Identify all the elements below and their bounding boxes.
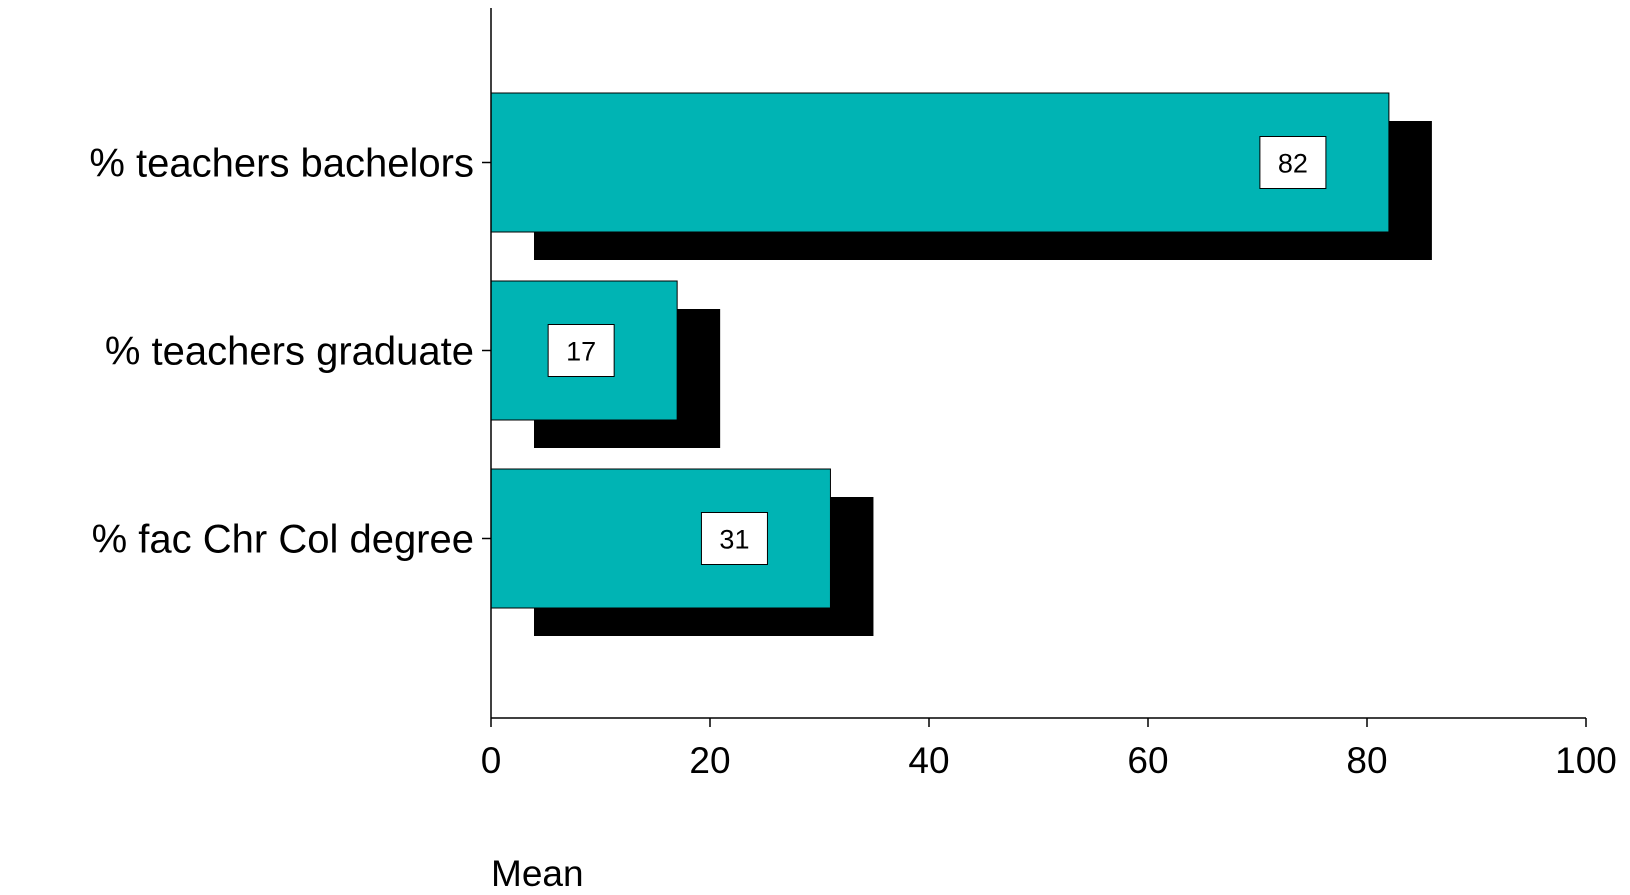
- bar: [490, 280, 678, 421]
- category-labels: % teachers bachelors % teachers graduate%…: [89, 142, 474, 562]
- bar: [490, 92, 1390, 233]
- data-label-box: [1259, 136, 1327, 189]
- x-tick-label: 20: [689, 740, 730, 781]
- x-tick-label: 100: [1555, 740, 1617, 781]
- x-tick-label: 60: [1127, 740, 1168, 781]
- data-label: 82: [1278, 149, 1308, 179]
- data-label: 31: [719, 525, 749, 555]
- x-tick-label: 0: [481, 740, 502, 781]
- x-axis-title: Mean: [491, 853, 584, 894]
- y-axis-ticks: [482, 161, 491, 540]
- category-label: % fac Chr Col degree: [92, 518, 474, 562]
- data-label-box: [700, 512, 768, 565]
- bar: [490, 468, 831, 609]
- x-tick-label: 80: [1346, 740, 1387, 781]
- data-labels: 82 17 31: [547, 136, 1327, 565]
- data-label-box: [547, 324, 615, 377]
- category-label: % teachers bachelors: [89, 142, 474, 186]
- category-label: % teachers graduate: [105, 330, 474, 374]
- x-axis-ticks: 0 20 40 60 80 100: [481, 718, 1617, 781]
- data-label: 17: [566, 337, 596, 367]
- bars: [490, 92, 1390, 609]
- x-tick-label: 40: [908, 740, 949, 781]
